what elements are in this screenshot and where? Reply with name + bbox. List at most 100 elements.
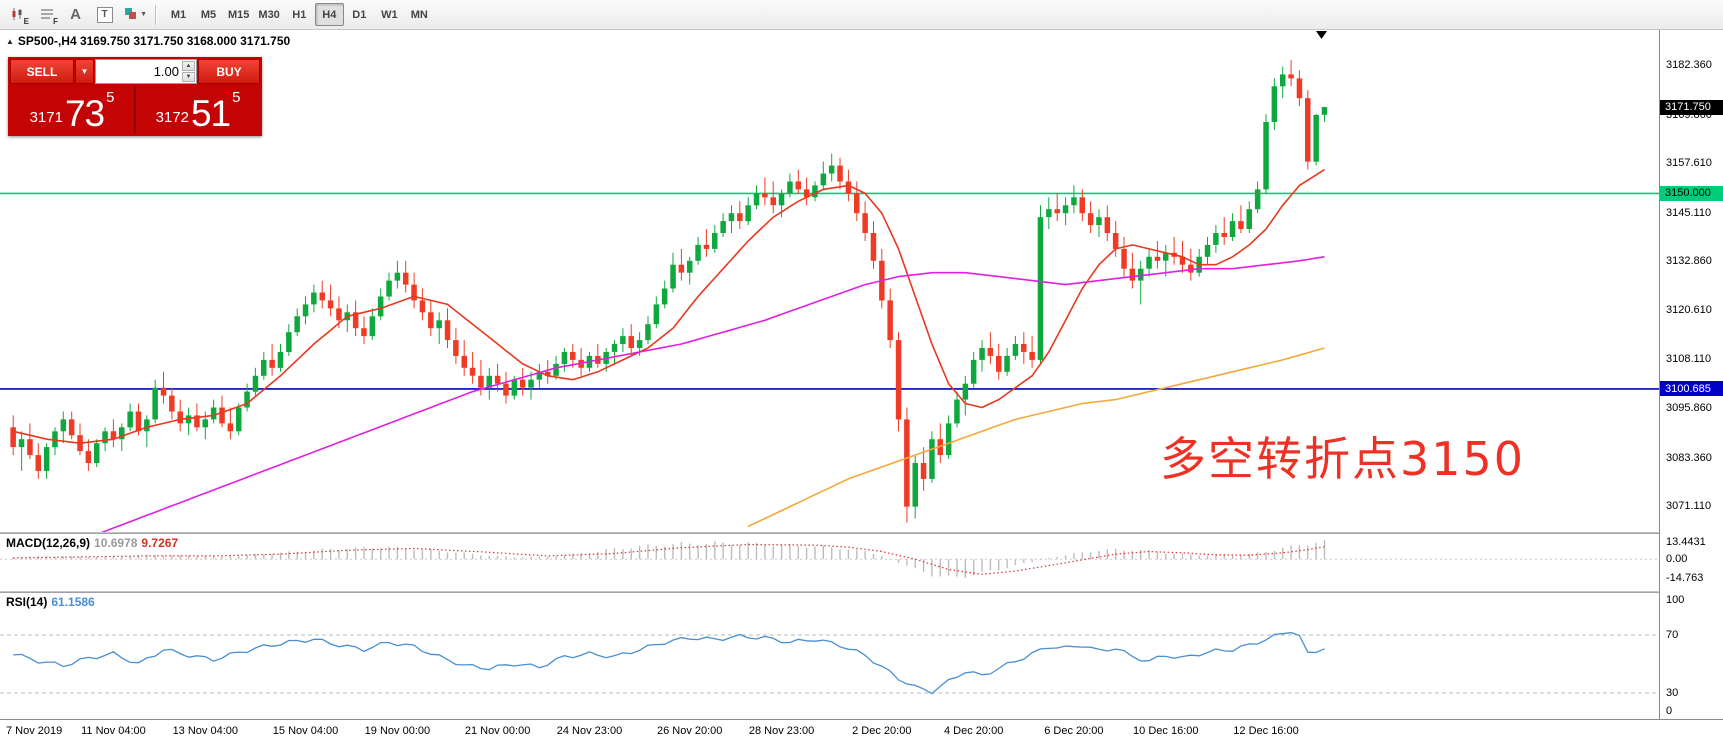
volume-field: ▲ ▼ bbox=[95, 59, 197, 84]
price-tick: 3083.360 bbox=[1666, 451, 1712, 464]
rsi-panel[interactable]: RSI(14) 61.1586 bbox=[0, 593, 1659, 717]
ask-price-prefix: 3172 bbox=[155, 109, 189, 126]
ask-price-big: 51 bbox=[190, 92, 231, 134]
price-tick: 3071.110 bbox=[1666, 500, 1712, 513]
timeframe-button-D1[interactable]: D1 bbox=[352, 8, 367, 21]
time-label: 13 Nov 04:00 bbox=[172, 725, 238, 737]
main-chart-panel[interactable]: ▲ SP500-,H4 3169.750 3171.750 3168.000 31… bbox=[0, 30, 1659, 532]
time-axis[interactable]: 7 Nov 2019 11 Nov 04:00 13 Nov 04:00 15 Nov… bbox=[0, 719, 1723, 745]
time-label: 15 Nov 04:00 bbox=[272, 725, 339, 737]
dropdown-arrow-icon: ▼ bbox=[80, 67, 89, 76]
time-label: 11 Nov 04:00 bbox=[81, 725, 146, 737]
expand-triangle-icon: ▲ bbox=[6, 37, 14, 46]
volume-decrease-button[interactable]: ▼ bbox=[182, 72, 195, 82]
volume-input[interactable] bbox=[96, 60, 196, 83]
price-tick: 3132.860 bbox=[1666, 255, 1712, 268]
buy-button[interactable]: BUY bbox=[198, 59, 260, 84]
bid-price-display[interactable]: 3171 73 5 bbox=[10, 86, 136, 134]
macd-tick: -14.763 bbox=[1666, 572, 1704, 585]
objects-palette-icon bbox=[125, 7, 132, 15]
price-tick: 3095.860 bbox=[1666, 402, 1712, 415]
order-type-dropdown[interactable]: ▼ bbox=[75, 59, 94, 84]
bar-grid-icon bbox=[40, 8, 53, 19]
time-label: 19 Nov 00:00 bbox=[364, 725, 431, 737]
timeframe-button-M1[interactable]: M1 bbox=[170, 8, 187, 21]
time-label: 24 Nov 23:00 bbox=[556, 725, 623, 737]
time-label: 12 Dec 16:00 bbox=[1233, 725, 1299, 737]
timeframe-button-M30[interactable]: M30 bbox=[258, 8, 280, 21]
candlestick-chart[interactable] bbox=[0, 30, 1659, 532]
rsi-name: RSI(14) bbox=[6, 595, 48, 609]
current-price-tag: 3171.750 bbox=[1660, 99, 1723, 115]
macd-name: MACD(12,26,9) bbox=[6, 536, 91, 550]
macd-signal-line bbox=[13, 543, 1325, 575]
ask-price-display[interactable]: 3172 51 5 bbox=[136, 86, 260, 134]
hline-price-tag: 3150.000 bbox=[1660, 185, 1723, 201]
toolbar-separator bbox=[155, 4, 156, 25]
time-label: 26 Nov 20:00 bbox=[656, 725, 723, 737]
price-tick: 3108.110 bbox=[1666, 353, 1712, 366]
grid-tool-button[interactable]: F bbox=[33, 3, 60, 27]
macd-panel[interactable]: MACD(12,26,9) 10.6978 9.7267 bbox=[0, 534, 1659, 591]
rsi-tick: 30 bbox=[1666, 687, 1679, 699]
icon-badge: E bbox=[23, 16, 29, 26]
ask-price-sup: 5 bbox=[232, 89, 241, 106]
macd-tick: 13.4431 bbox=[1666, 536, 1706, 548]
candlestick-chart-icon bbox=[12, 7, 21, 20]
timeframe-toolbar: M1 M5 M15 M30 H1 H4 D1 W1 MN bbox=[164, 3, 434, 26]
symbol-ohlc-text: SP500-,H4 3169.750 3171.750 3168.000 317… bbox=[17, 34, 291, 48]
rsi-label: RSI(14) 61.1586 bbox=[6, 595, 95, 609]
text-label-tool-button[interactable]: T bbox=[91, 3, 118, 27]
fast-ma-line bbox=[13, 168, 1325, 445]
timeframe-button-H4[interactable]: H4 bbox=[314, 3, 344, 26]
time-label: 10 Dec 16:00 bbox=[1133, 725, 1199, 737]
volume-increase-button[interactable]: ▲ bbox=[182, 61, 195, 71]
chevron-down-icon: ▼ bbox=[140, 10, 147, 18]
sell-button[interactable]: SELL bbox=[10, 59, 74, 84]
chart-ohlc-title: ▲ SP500-,H4 3169.750 3171.750 3168.000 31… bbox=[6, 34, 290, 48]
panel-separator[interactable] bbox=[0, 532, 1723, 534]
time-label: 4 Dec 20:00 bbox=[944, 725, 1004, 737]
rsi-tick: 100 bbox=[1666, 594, 1685, 606]
price-tick: 3145.110 bbox=[1666, 206, 1712, 219]
time-label: 7 Nov 2019 bbox=[6, 725, 63, 737]
macd-value: 10.6978 bbox=[94, 536, 138, 550]
rsi-chart[interactable] bbox=[0, 593, 1659, 717]
chart-annotation: 多空转折点3150 bbox=[1160, 432, 1526, 486]
volume-spinner: ▲ ▼ bbox=[182, 61, 195, 82]
icon-badge: F bbox=[53, 16, 58, 26]
objects-tool-button[interactable]: ▼ bbox=[120, 3, 147, 27]
bid-price-big: 73 bbox=[64, 92, 105, 134]
macd-chart[interactable] bbox=[0, 534, 1659, 591]
one-click-trading-panel: SELL ▼ ▲ ▼ BUY 3171 bbox=[8, 57, 262, 136]
rsi-line bbox=[13, 631, 1325, 695]
price-tick: 3120.610 bbox=[1666, 303, 1712, 316]
price-axis[interactable]: 3182.360 3169.860 3157.610 3145.110 3132.860… bbox=[1659, 30, 1723, 719]
bid-price-sup: 5 bbox=[106, 89, 115, 106]
price-tick: 3182.360 bbox=[1666, 59, 1712, 72]
text-label-tool-icon: T bbox=[96, 6, 113, 23]
time-label: 2 Dec 20:00 bbox=[852, 725, 912, 737]
hline-price-tag: 3100.685 bbox=[1660, 381, 1723, 397]
timeframe-button-W1[interactable]: W1 bbox=[381, 8, 398, 21]
toolbar: E F A T ▼ M1 M5 M15 M30 H1 H4 D1 W1 MN bbox=[0, 0, 1723, 30]
timeframe-button-H1[interactable]: H1 bbox=[292, 8, 307, 21]
candlestick-chart-tool-button[interactable]: E bbox=[4, 3, 31, 27]
font-tool-button[interactable]: A bbox=[62, 3, 89, 27]
slow-ma-line bbox=[747, 347, 1325, 528]
price-tick: 3157.610 bbox=[1666, 157, 1712, 170]
macd-label: MACD(12,26,9) 10.6978 9.7267 bbox=[6, 536, 178, 550]
chart-workspace: ▲ SP500-,H4 3169.750 3171.750 3168.000 31… bbox=[0, 30, 1723, 745]
chart-shift-marker-icon[interactable] bbox=[1316, 31, 1327, 39]
time-label: 28 Nov 23:00 bbox=[748, 725, 815, 737]
mid-ma-line bbox=[100, 256, 1325, 532]
time-label: 6 Dec 20:00 bbox=[1044, 725, 1104, 737]
rsi-value: 61.1586 bbox=[51, 595, 95, 609]
timeframe-button-MN[interactable]: MN bbox=[410, 8, 428, 21]
bid-price-prefix: 3171 bbox=[29, 109, 63, 126]
rsi-tick: 70 bbox=[1666, 629, 1679, 641]
panel-separator[interactable] bbox=[0, 591, 1723, 593]
timeframe-button-M5[interactable]: M5 bbox=[200, 8, 217, 21]
objects-palette-icon bbox=[129, 11, 136, 19]
timeframe-button-M15[interactable]: M15 bbox=[228, 8, 250, 21]
